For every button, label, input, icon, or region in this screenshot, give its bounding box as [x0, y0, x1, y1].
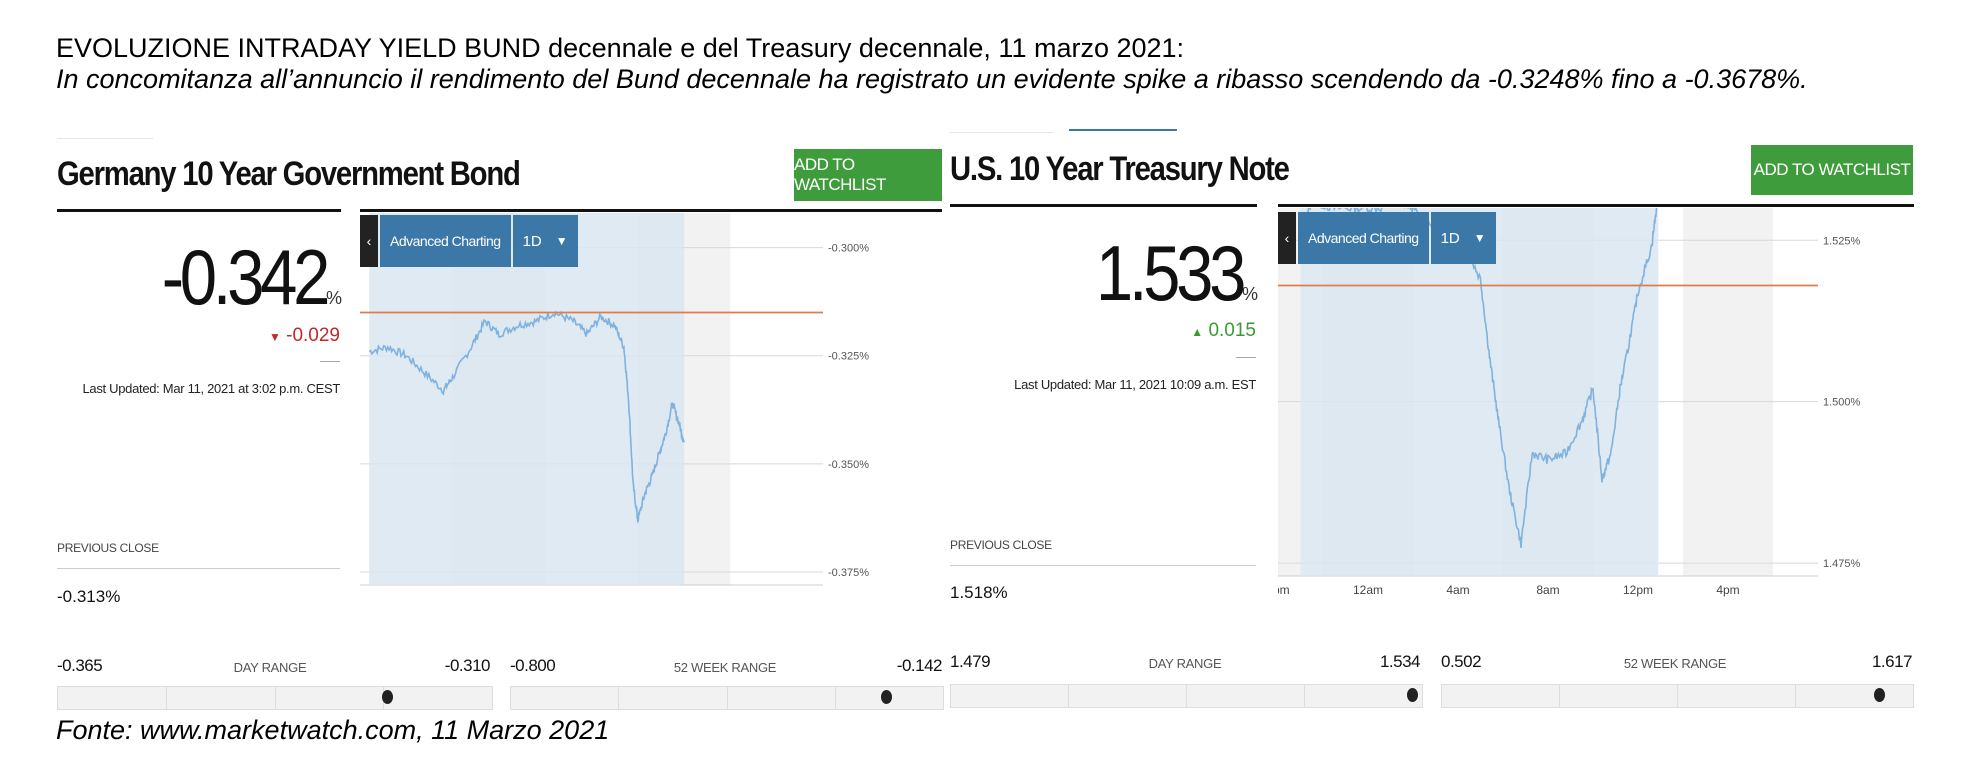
germany-period-value: 1D [522, 232, 542, 250]
germany-series-line [368, 310, 685, 524]
us-chart-controls: ‹ Advanced Charting 1D ▼ [1278, 212, 1496, 264]
us-x-tick-label-2: 4am [1446, 583, 1469, 597]
germany-previous-close-label: PREVIOUS CLOSE [57, 541, 159, 555]
germany-x-tick-label-0: 8am [360, 592, 372, 593]
tab-divider [57, 138, 153, 139]
germany-panel-title: Germany 10 Year Government Bond [57, 155, 521, 193]
down-arrow-icon: ▼ [268, 330, 281, 344]
germany-y-tick-label-0: -0.300% [828, 243, 869, 255]
germany-change: ▼ -0.029 [57, 325, 340, 347]
us-add-to-watchlist-button[interactable]: ADD TO WATCHLIST [1751, 145, 1913, 195]
us-title-rule [950, 204, 1257, 207]
us-yield-unit: % [1241, 284, 1258, 304]
germany-yield-value: -0.342 [161, 233, 331, 321]
us-day-range-track [950, 684, 1423, 708]
germany-day-range-high: -0.310 [444, 656, 491, 675]
us-yield-value: 1.533 [1095, 229, 1247, 317]
caret-down-icon: ▼ [555, 234, 568, 248]
germany-previous-close-divider [57, 568, 340, 569]
us-y-tick-label-1: 1.500% [1823, 397, 1861, 409]
us-period-value: 1D [1440, 229, 1460, 247]
us-quote: 1.533% [950, 234, 1258, 312]
germany-change-divider [320, 361, 340, 362]
tab-active-indicator [1069, 129, 1177, 131]
us-y-tick-label-2: 1.475% [1823, 558, 1861, 570]
us-day-range-high: 1.534 [1379, 652, 1421, 671]
germany-change-value: -0.029 [286, 325, 340, 346]
germany-x-tick-label-2: 12pm [530, 592, 560, 593]
tab-divider [950, 132, 1054, 133]
germany-y-tick-label-1: -0.325% [828, 351, 869, 363]
us-52week-track [1441, 684, 1914, 708]
germany-y-tick-label-2: -0.350% [828, 459, 869, 471]
germany-quote: -0.342% [57, 238, 342, 316]
us-x-tick-label-4: 12pm [1623, 583, 1653, 597]
up-arrow-icon: ▲ [1191, 325, 1204, 339]
germany-chart-controls: ‹ Advanced Charting 1D ▼ [360, 215, 578, 267]
us-day-range-low: 1.479 [950, 652, 991, 671]
us-series-area [1300, 208, 1659, 576]
germany-x-tick-label-3: 2pm [626, 592, 649, 593]
us-panel-title: U.S. 10 Year Treasury Note [950, 150, 1290, 188]
germany-yield-unit: % [325, 288, 342, 308]
germany-intraday-chart: -0.300% -0.325% -0.350% -0.375% 8am 10am 12pm 2… [360, 213, 869, 593]
us-52week-low: 0.502 [1441, 652, 1482, 671]
germany-advanced-charting-button[interactable]: Advanced Charting [380, 215, 511, 267]
us-x-tick-label-5: 4pm [1716, 583, 1739, 597]
us-day-range-label: DAY RANGE [1148, 656, 1222, 671]
germany-chart-rule [360, 209, 942, 212]
us-change-value: 0.015 [1208, 320, 1256, 341]
us-52week-marker [1874, 688, 1886, 702]
us-day-range-marker [1406, 688, 1418, 702]
germany-day-range-marker [381, 690, 393, 704]
us-intraday-chart: 1.525% 1.500% 1.475% 8pm 12am 4am 8am 12pm 4pm [1278, 208, 1861, 597]
us-session-band-0 [1278, 208, 1301, 576]
us-session-band-3 [1683, 208, 1773, 576]
germany-series-area [369, 213, 685, 585]
page-title: EVOLUZIONE INTRADAY YIELD BUND decennale… [56, 33, 1185, 63]
page-subtitle: In concomitanza all’annuncio il rendimen… [56, 64, 1808, 94]
us-series-line [1299, 208, 1658, 548]
us-x-tick-label-3: 8am [1536, 583, 1559, 597]
germany-y-tick-label-3: -0.375% [828, 567, 869, 579]
germany-52week-low: -0.800 [510, 656, 556, 675]
us-x-tick-label-0: 8pm [1278, 583, 1290, 597]
germany-52week-label: 52 WEEK RANGE [673, 660, 777, 675]
germany-day-range-label: DAY RANGE [233, 660, 307, 675]
germany-period-select[interactable]: 1D ▼ [512, 215, 578, 267]
germany-title-rule [57, 209, 341, 212]
us-change-divider [1236, 357, 1256, 358]
us-period-select[interactable]: 1D ▼ [1430, 212, 1496, 264]
us-previous-close-label: PREVIOUS CLOSE [950, 538, 1052, 552]
chevron-left-icon[interactable]: ‹ [1278, 212, 1296, 264]
us-previous-close-value: 1.518% [950, 583, 1008, 602]
us-x-tick-label-1: 12am [1353, 583, 1383, 597]
germany-52week-marker [880, 690, 892, 704]
us-previous-close-divider [950, 565, 1256, 566]
germany-last-updated: Last Updated: Mar 11, 2021 at 3:02 p.m. … [82, 381, 340, 396]
germany-previous-close-value: -0.313% [57, 587, 121, 606]
germany-day-range-low: -0.365 [57, 656, 103, 675]
us-52week-label: 52 WEEK RANGE [1623, 656, 1727, 671]
germany-x-tick-label-5: 6pm [811, 592, 834, 593]
germany-52week-track [510, 686, 944, 710]
us-last-updated: Last Updated: Mar 11, 2021 10:09 a.m. ES… [1014, 377, 1256, 392]
germany-x-tick-label-1: 10am [438, 592, 468, 593]
us-52week-high: 1.617 [1871, 652, 1913, 671]
germany-x-tick-label-4: 4pm [719, 592, 742, 593]
germany-52week-high: -0.142 [896, 656, 943, 675]
source-footer: Fonte: www.marketwatch.com, 11 Marzo 202… [56, 715, 610, 745]
germany-day-range-track [57, 686, 493, 710]
caret-down-icon: ▼ [1473, 231, 1486, 245]
germany-add-to-watchlist-button[interactable]: ADD TO WATCHLIST [794, 149, 942, 201]
us-y-tick-label-0: 1.525% [1823, 235, 1861, 247]
us-advanced-charting-button[interactable]: Advanced Charting [1298, 212, 1429, 264]
us-change: ▲ 0.015 [950, 320, 1256, 342]
chevron-left-icon[interactable]: ‹ [360, 215, 378, 267]
us-chart-rule [1278, 204, 1914, 207]
